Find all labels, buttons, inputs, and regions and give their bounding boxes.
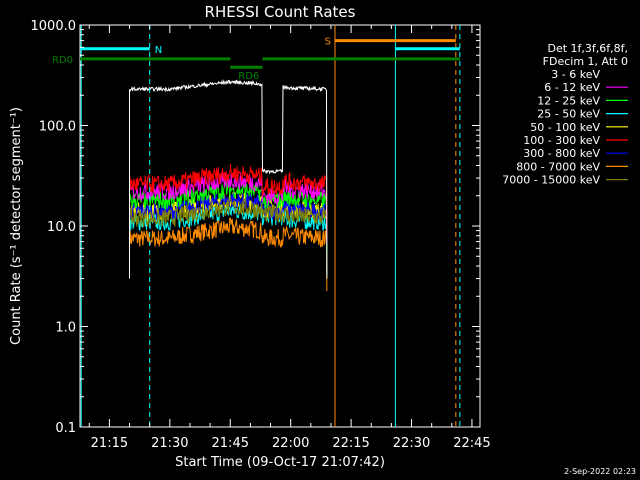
series-trace-6-to-12keV	[129, 171, 328, 245]
legend-entry-label: 12 - 25 keV	[537, 94, 600, 107]
series-trace-100-to-300keV	[129, 163, 328, 237]
legend-entry-label: 50 - 100 keV	[530, 121, 600, 134]
legend-entry-label: 800 - 7000 keV	[516, 160, 600, 173]
x-tick-label: 21:30	[151, 436, 188, 451]
x-tick-label: 22:15	[332, 436, 369, 451]
y-tick-label: 100.0	[39, 120, 76, 135]
x-tick-label: 21:15	[91, 436, 128, 451]
y-tick-label: 1.0	[55, 321, 76, 336]
legend-entry-label: 3 - 6 keV	[551, 68, 600, 81]
x-tick-label: 22:00	[272, 436, 309, 451]
legend-header: FDecim 1, Att 0	[543, 55, 628, 68]
legend-entry-label: 7000 - 15000 keV	[502, 174, 600, 187]
y-axis-label: Count Rate (s⁻¹ detector segment⁻¹)	[9, 107, 24, 345]
x-tick-label: 22:30	[393, 436, 430, 451]
annotation-label: S	[325, 37, 331, 48]
legend-entry-label: 25 - 50 keV	[537, 108, 600, 121]
x-axis-label: Start Time (09-Oct-17 21:07:42)	[175, 455, 385, 470]
annotation-label: RD6	[238, 71, 259, 82]
legend-entry-label: 300 - 800 keV	[523, 147, 600, 160]
annotation-label: RD0	[52, 55, 73, 66]
legend: Det 1f,3f,6f,8f,FDecim 1, Att 03 - 6 keV…	[502, 42, 628, 187]
x-tick-label: 21:45	[212, 436, 249, 451]
y-tick-label: 10.0	[47, 220, 76, 235]
series-trace-3-to-6keV	[129, 79, 328, 279]
footer-timestamp: 2-Sep-2022 02:23	[564, 467, 636, 476]
legend-entry-label: 6 - 12 keV	[544, 81, 600, 94]
y-tick-label: 1000.0	[31, 19, 77, 34]
series-trace-7000-to-15000keV	[129, 197, 328, 271]
annotation-label: N	[155, 45, 162, 56]
y-tick-label: 0.1	[55, 421, 76, 436]
legend-header: Det 1f,3f,6f,8f,	[547, 42, 628, 55]
axes: 0.1 1.0 10.0 100.0 1000.0 21:15 21:30 21:45 22:0…	[31, 19, 491, 451]
legend-entry-label: 100 - 300 keV	[523, 134, 600, 147]
x-tick-label: 22:45	[453, 436, 490, 451]
series-traces	[129, 79, 328, 292]
series-trace-800-to-7000keV	[129, 217, 328, 292]
chart-title: RHESSI Count Rates	[205, 3, 356, 21]
